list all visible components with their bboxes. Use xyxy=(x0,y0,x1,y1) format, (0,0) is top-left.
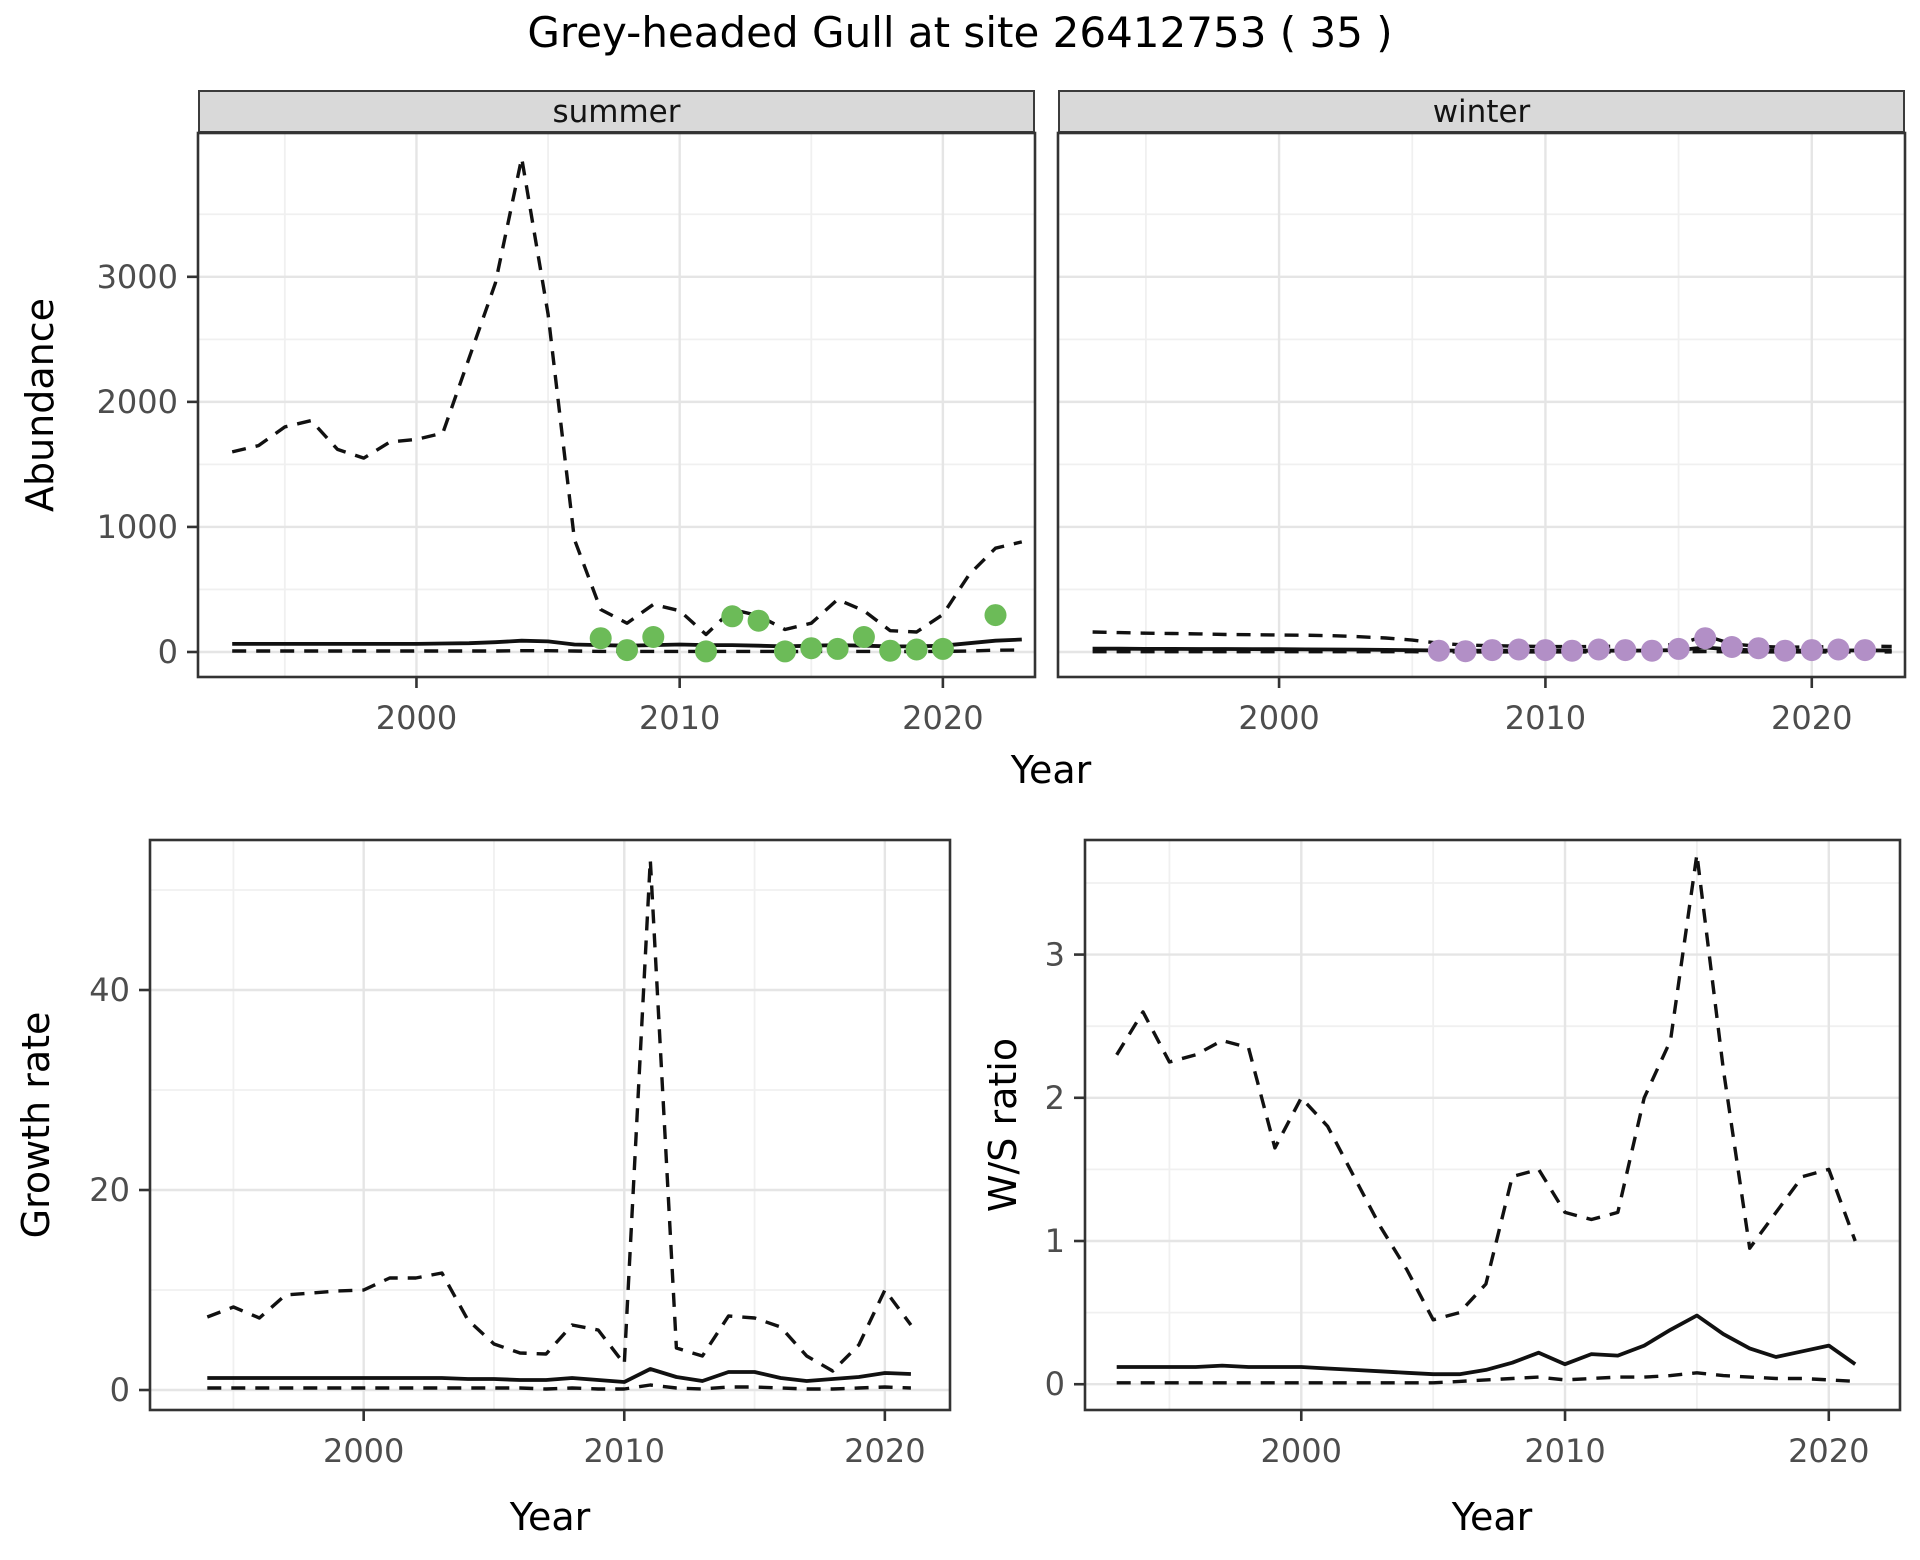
abundance-summer-observed-point xyxy=(905,638,928,661)
x-tick-label: 2000 xyxy=(323,1432,404,1470)
abundance-winter-observed-point xyxy=(1534,639,1557,662)
series-upper-ci xyxy=(231,156,1023,637)
series-upper-ci xyxy=(1092,630,1892,649)
abundance-summer-observed-point xyxy=(589,627,612,650)
y-tick-label: 20 xyxy=(89,1171,130,1209)
x-tick-label: 2020 xyxy=(844,1432,925,1470)
abundance-summer-observed-point xyxy=(774,640,796,663)
series-upper-ci xyxy=(206,858,913,1373)
abundance-summer-observed-point xyxy=(642,626,665,648)
panel-border xyxy=(148,838,952,1412)
abundance-summer-observed-point xyxy=(747,609,770,632)
y-tick-label: 1 xyxy=(1045,1222,1065,1260)
x-tick-label: 2010 xyxy=(584,1432,665,1470)
panel-border xyxy=(1083,838,1902,1412)
x-tick-label: 2000 xyxy=(376,699,457,737)
ws-ratio-axis-title: W/S ratio xyxy=(981,1037,1025,1213)
abundance-winter-observed-point xyxy=(1854,639,1876,662)
y-tick-label: 0 xyxy=(110,1371,130,1409)
abundance-summer-observed-point xyxy=(616,639,638,662)
x-tick-label: 2010 xyxy=(1505,699,1586,737)
series-median xyxy=(1116,1313,1857,1377)
abundance-summer-observed-point xyxy=(800,637,823,660)
facet-strip-summer: summer xyxy=(198,90,1035,133)
abundance-summer-observed-point xyxy=(826,637,849,660)
abundance-winter-observed-point xyxy=(1694,627,1717,650)
facet-strip-summer-label: summer xyxy=(552,93,681,130)
abundance-winter-observed-point xyxy=(1827,638,1850,661)
abundance-winter-observed-point xyxy=(1507,638,1530,661)
facet-strip-winter: winter xyxy=(1058,90,1905,133)
abundance-winter-observed-point xyxy=(1720,636,1743,658)
abundance-winter-observed-point xyxy=(1614,639,1637,662)
panel-border xyxy=(1056,131,1907,679)
y-tick-label: 2000 xyxy=(97,383,178,421)
plot-title: Grey-headed Gull at site 26412753 ( 35 ) xyxy=(527,8,1393,57)
series-upper-ci xyxy=(1115,852,1857,1322)
abundance-summer-observed-point xyxy=(931,637,954,660)
x-tick-label: 2010 xyxy=(639,699,720,737)
x-tick-label: 2010 xyxy=(1524,1432,1605,1470)
abundance-summer-observed-point xyxy=(852,626,875,648)
abundance-winter-observed-point xyxy=(1747,637,1770,660)
y-tick-label: 3000 xyxy=(97,258,178,296)
abundance-winter-observed-point xyxy=(1454,640,1477,663)
abundance-winter-observed-point xyxy=(1427,639,1450,662)
x-tick-label: 2020 xyxy=(902,699,983,737)
x-tick-label: 2020 xyxy=(1788,1432,1869,1470)
top-year-axis-title: Year xyxy=(1010,748,1092,792)
abundance-winter-observed-point xyxy=(1561,639,1584,662)
y-tick-label: 0 xyxy=(158,633,178,671)
abundance-axis-title: Abundance xyxy=(18,297,62,513)
x-tick-label: 2000 xyxy=(1238,699,1319,737)
series-median xyxy=(207,1367,911,1384)
series-lower-ci xyxy=(207,1383,911,1391)
bottom-right-year-axis-title: Year xyxy=(1451,1495,1533,1539)
y-tick-label: 0 xyxy=(1045,1365,1065,1403)
y-tick-label: 1000 xyxy=(97,508,178,546)
abundance-summer-observed-point xyxy=(984,604,1007,627)
y-tick-label: 2 xyxy=(1045,1079,1065,1117)
abundance-summer-observed-point xyxy=(721,605,744,628)
facet-strip-winter-label: winter xyxy=(1432,93,1531,130)
y-tick-label: 40 xyxy=(89,971,130,1009)
abundance-winter-observed-point xyxy=(1800,639,1823,662)
bottom-left-year-axis-title: Year xyxy=(509,1495,591,1539)
series-lower-ci xyxy=(1116,1371,1856,1385)
abundance-winter-observed-point xyxy=(1774,639,1797,662)
abundance-winter-observed-point xyxy=(1587,638,1610,661)
abundance-winter-observed-point xyxy=(1641,639,1663,662)
abundance-winter-observed-point xyxy=(1667,637,1690,660)
y-tick-label: 3 xyxy=(1045,936,1065,974)
growth-rate-axis-title: Growth rate xyxy=(14,1011,58,1239)
x-tick-label: 2000 xyxy=(1261,1432,1342,1470)
panel-border xyxy=(196,131,1037,679)
abundance-summer-observed-point xyxy=(879,639,902,662)
abundance-winter-observed-point xyxy=(1481,639,1504,662)
x-tick-label: 2020 xyxy=(1771,699,1852,737)
abundance-summer-observed-point xyxy=(695,640,717,663)
